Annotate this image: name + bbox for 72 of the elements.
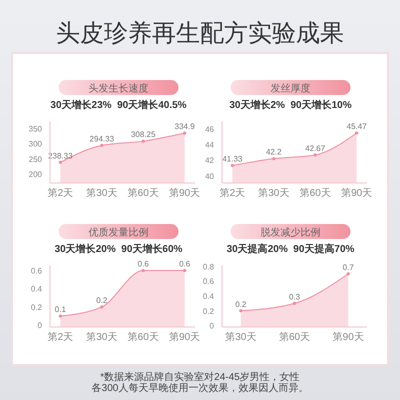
y-tick-label: 0.4 [30, 284, 43, 294]
y-tick-label: 200 [28, 170, 43, 179]
point [239, 309, 242, 312]
y-tick-label: 0.2 [30, 302, 43, 312]
data-label: 308.25 [130, 130, 156, 140]
text: 头皮珍养再生配方实验成果 [56, 20, 344, 47]
chart-subtitle: 30天增长23% 90天增长40.5% [50, 99, 187, 111]
y-tick-label: 0 [210, 322, 215, 331]
data-label: 41.33 [222, 154, 243, 164]
point [292, 302, 296, 305]
chart-subtitle: 30天提高20% 90天提高70% [226, 243, 355, 255]
point [58, 160, 62, 164]
x-tick-label: 第60天 [128, 331, 159, 343]
chart-title: 脱发减少比例 [260, 226, 320, 238]
y-tick-label: 0.6 [30, 266, 43, 276]
y-tick-label: 42 [205, 156, 215, 166]
x-tick-label: 第30天 [258, 187, 290, 199]
chart-title: 头发生长速度 [88, 82, 148, 94]
point [142, 268, 145, 272]
data-label: 0.6 [138, 259, 150, 268]
x-tick-label: 第90天 [169, 331, 200, 343]
data-label: 0.2 [96, 296, 108, 305]
text: *数据来源品牌自实验室对24-45岁男性，女性各300人每天早晚使用一次效果，效果因人而异。 [92, 371, 308, 394]
chart-subtitle: 30天增长20% 90天增长60% [54, 243, 183, 255]
data-label: 238.33 [48, 151, 74, 160]
x-tick-label: 第90天 [169, 187, 200, 199]
y-tick-label: 0.8 [202, 262, 215, 272]
x-tick-label: 第2天 [220, 187, 246, 199]
point [100, 144, 104, 147]
x-tick-label: 第60天 [278, 331, 310, 343]
data-label: 42.2 [266, 148, 282, 157]
y-tick-label: 44 [205, 140, 215, 150]
data-label: 0.1 [54, 305, 66, 314]
point [355, 131, 358, 135]
chart-subtitle: 30天增长2% 90天增长10% [229, 99, 352, 111]
chart-title: 发丝厚度 [270, 82, 310, 94]
point [142, 140, 145, 143]
y-tick-label: 250 [28, 154, 43, 164]
point [314, 153, 317, 157]
x-tick-label: 第60天 [128, 187, 159, 199]
point [183, 132, 186, 135]
y-tick-label: 0.4 [202, 292, 215, 301]
y-tick-label: 350 [28, 124, 43, 134]
y-tick-label: 0.6 [202, 277, 215, 286]
point [230, 164, 234, 168]
y-tick-label: 300 [28, 140, 43, 149]
data-label: 0.2 [235, 300, 247, 309]
x-tick-label: 第30天 [225, 331, 256, 343]
x-tick-label: 第90天 [341, 187, 372, 199]
y-tick-label: 46 [205, 124, 215, 134]
point [183, 268, 186, 272]
data-label: 0.3 [288, 292, 301, 302]
chart-title: 优质发量比例 [88, 226, 148, 238]
x-tick-label: 第2天 [48, 187, 74, 199]
data-label: 294.33 [90, 134, 115, 144]
point [58, 314, 62, 318]
point [346, 272, 350, 276]
data-label: 42.67 [305, 144, 326, 153]
data-label: 0.6 [179, 259, 191, 268]
y-tick-label: 0.2 [202, 306, 215, 316]
y-tick-label: 40 [205, 172, 215, 181]
data-label: 0.7 [342, 262, 354, 272]
data-label: 334.9 [174, 122, 196, 132]
x-tick-label: 第30天 [86, 187, 118, 199]
x-tick-label: 第90天 [332, 331, 364, 343]
x-tick-label: 第30天 [86, 331, 118, 343]
data-label: 45.47 [346, 122, 368, 132]
x-tick-label: 第2天 [48, 331, 74, 343]
point [272, 157, 276, 160]
x-tick-label: 第60天 [300, 187, 331, 199]
y-tick-label: 0 [38, 321, 43, 330]
point [100, 305, 104, 309]
